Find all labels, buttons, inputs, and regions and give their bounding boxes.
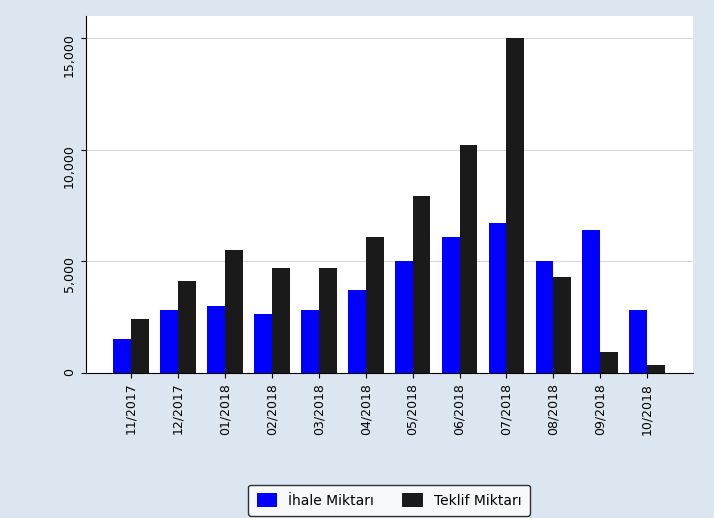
Bar [301, 310, 318, 373]
Bar [553, 277, 571, 373]
Bar [178, 281, 196, 373]
Bar [442, 237, 460, 373]
Bar [536, 261, 553, 373]
Bar [207, 306, 225, 373]
Bar [395, 261, 413, 373]
Bar [160, 310, 178, 373]
Bar [488, 223, 506, 373]
Legend: İhale Miktarı, Teklif Miktarı: İhale Miktarı, Teklif Miktarı [248, 485, 530, 516]
Bar [254, 314, 272, 373]
Bar [647, 365, 665, 373]
Bar [600, 352, 618, 373]
Bar [629, 310, 647, 373]
Bar [506, 38, 524, 373]
Bar [366, 237, 383, 373]
Bar [272, 268, 290, 373]
Bar [348, 290, 366, 373]
Bar [460, 145, 478, 373]
Bar [583, 230, 600, 373]
Bar [413, 196, 431, 373]
Bar [225, 250, 243, 373]
Bar [318, 268, 336, 373]
Bar [131, 319, 149, 373]
Bar [114, 339, 131, 373]
